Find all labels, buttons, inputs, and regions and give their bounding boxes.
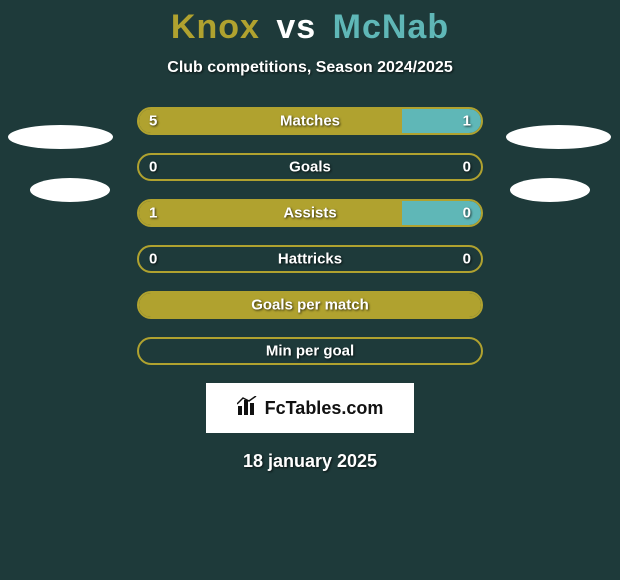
- stat-row: 0 0 Hattricks: [137, 245, 483, 273]
- stats-comparison-chart: 5 1 Matches 0 0 Goals 1 0 Assists 0 0 Hattricks Goal…: [137, 107, 483, 365]
- stat-row: 1 0 Assists: [137, 199, 483, 227]
- stat-fill-left: [139, 201, 402, 225]
- stat-value-left: 0: [149, 159, 157, 176]
- portrait-ellipse: [510, 178, 590, 202]
- watermark: FcTables.com: [206, 383, 414, 433]
- stat-row: Goals per match: [137, 291, 483, 319]
- player2-name: McNab: [333, 8, 449, 46]
- stat-label: Hattricks: [278, 251, 342, 268]
- stat-row: Min per goal: [137, 337, 483, 365]
- stat-label: Assists: [283, 205, 336, 222]
- player1-name: Knox: [171, 8, 260, 46]
- snapshot-date: 18 january 2025: [0, 451, 620, 472]
- stat-value-left: 0: [149, 251, 157, 268]
- portrait-ellipse: [8, 125, 113, 149]
- portrait-ellipse: [30, 178, 110, 202]
- stat-label: Goals: [289, 159, 331, 176]
- stat-fill-left: [139, 109, 402, 133]
- stat-value-right: 0: [463, 205, 471, 222]
- vs-text: vs: [276, 8, 316, 46]
- stat-value-right: 0: [463, 251, 471, 268]
- stat-label: Min per goal: [266, 343, 354, 360]
- stat-value-left: 5: [149, 113, 157, 130]
- portrait-ellipse: [506, 125, 611, 149]
- stat-row: 5 1 Matches: [137, 107, 483, 135]
- stat-row: 0 0 Goals: [137, 153, 483, 181]
- stat-label: Matches: [280, 113, 340, 130]
- subtitle: Club competitions, Season 2024/2025: [0, 59, 620, 77]
- bar-chart-icon: [237, 396, 259, 421]
- stat-value-left: 1: [149, 205, 157, 222]
- stat-value-right: 0: [463, 159, 471, 176]
- watermark-text: FcTables.com: [265, 398, 384, 419]
- stat-value-right: 1: [463, 113, 471, 130]
- comparison-title: Knox vs McNab: [0, 0, 620, 47]
- stat-label: Goals per match: [251, 297, 369, 314]
